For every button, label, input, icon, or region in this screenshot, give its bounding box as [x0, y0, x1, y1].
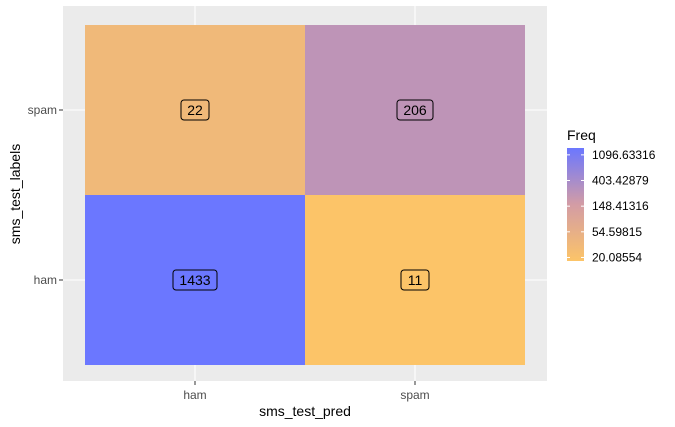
legend-label: 20.08554 [592, 250, 642, 264]
cell-label-ham-spam: 11 [400, 269, 430, 291]
cell-label-ham-ham: 1433 [172, 269, 218, 291]
cell-label-spam-spam: 206 [396, 99, 434, 121]
cell-spam-spam [305, 25, 525, 195]
x-tick-label-ham: ham [183, 388, 206, 402]
cell-label-spam-ham: 22 [180, 99, 210, 121]
cell-ham-ham [85, 195, 305, 365]
cell-label-box [172, 269, 218, 291]
cell-label-box [400, 269, 430, 291]
cell-label-text: 206 [403, 102, 427, 118]
y-axis-ticks: ham spam [28, 103, 63, 287]
heatmap-cells [85, 25, 525, 365]
cell-label-box [396, 99, 434, 121]
legend-label: 54.59815 [592, 225, 642, 239]
y-axis-title: sms_test_labels [7, 144, 23, 244]
cell-label-text: 1433 [179, 272, 210, 288]
cell-spam-ham [85, 25, 305, 195]
legend-label: 1096.63316 [592, 148, 656, 162]
legend-label: 403.42879 [592, 174, 649, 188]
x-tick-label-spam: spam [400, 388, 429, 402]
cell-label-text: 22 [187, 102, 203, 118]
cell-ham-spam [305, 195, 525, 365]
legend-label: 148.41316 [592, 199, 649, 213]
y-tick-label-ham: ham [34, 273, 57, 287]
y-tick-label-spam: spam [28, 103, 57, 117]
x-axis-title: sms_test_pred [259, 403, 351, 419]
cell-labels: 22 206 1433 11 [172, 99, 434, 291]
cell-label-text: 11 [408, 272, 423, 288]
legend: 1096.63316 403.42879 148.41316 54.59815 20.0… [567, 148, 656, 264]
x-axis-ticks: ham spam [183, 381, 430, 402]
legend-colorbar [567, 148, 584, 261]
cell-label-box [180, 99, 210, 121]
legend-title: Freq [567, 127, 596, 143]
